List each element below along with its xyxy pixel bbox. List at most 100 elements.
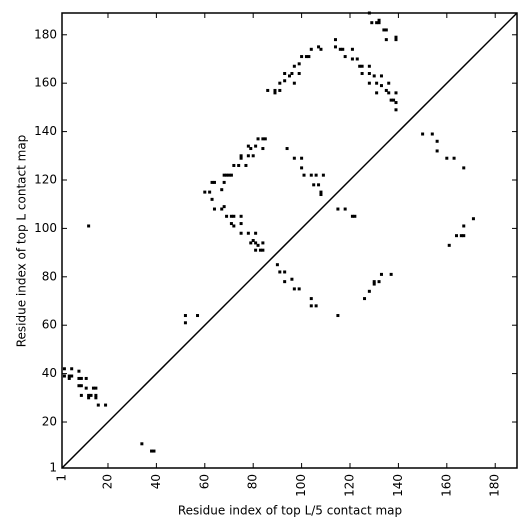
contact-point [375, 81, 379, 85]
contact-point [292, 287, 296, 291]
contact-point [304, 55, 308, 59]
contact-point [87, 224, 91, 228]
contact-point [208, 190, 212, 194]
contact-point [392, 98, 396, 102]
contact-point [445, 156, 449, 160]
contact-point [246, 231, 250, 235]
contact-point [394, 108, 398, 112]
contact-point [367, 64, 371, 68]
contact-point [379, 84, 383, 88]
contact-point [67, 374, 71, 378]
contact-point [360, 72, 364, 76]
contact-point [435, 149, 439, 153]
contact-point [285, 147, 289, 151]
contact-point [377, 280, 381, 284]
contact-point [377, 21, 381, 25]
contact-point [77, 369, 81, 373]
contact-point [297, 62, 301, 66]
contact-point [94, 386, 98, 390]
y-axis-label: Residue index of top L contact map [15, 135, 29, 348]
contact-point [261, 147, 265, 151]
contact-point [225, 173, 229, 177]
contact-point [227, 173, 231, 177]
contact-point [70, 367, 74, 371]
y-tick-label: 160 [34, 76, 57, 90]
contact-point [462, 234, 466, 238]
contact-point [336, 207, 340, 211]
contact-point [91, 386, 95, 390]
x-tick-label: 120 [343, 474, 357, 497]
contact-point [309, 173, 313, 177]
contact-point [367, 81, 371, 85]
contact-point [430, 132, 434, 136]
y-tick-label: 180 [34, 27, 57, 41]
contact-point [275, 263, 279, 267]
contact-point [384, 28, 388, 32]
contact-point [297, 287, 301, 291]
x-tick-label: 100 [294, 474, 308, 497]
contact-point [210, 180, 214, 184]
contact-point [183, 321, 187, 325]
contact-point [94, 396, 98, 400]
contact-point [290, 72, 294, 76]
contact-point [283, 72, 287, 76]
contact-point [62, 367, 66, 371]
contact-point [387, 91, 391, 95]
contact-point [333, 38, 337, 42]
contact-point [319, 190, 323, 194]
contact-point [471, 217, 475, 221]
contact-point [94, 393, 98, 397]
contact-point [150, 449, 154, 453]
x-tick-label: 1 [55, 474, 69, 482]
contact-point [222, 180, 226, 184]
contact-point [77, 384, 81, 388]
contact-point [278, 88, 282, 92]
contact-point [319, 193, 323, 197]
contact-point [261, 137, 265, 141]
contact-point [261, 241, 265, 245]
contact-point [288, 74, 291, 78]
contact-point [394, 101, 398, 105]
contact-point [96, 403, 100, 407]
contact-point [372, 74, 376, 78]
contact-point [343, 207, 347, 211]
contact-point [239, 154, 243, 158]
contact-point [77, 376, 81, 380]
contact-point [309, 304, 313, 308]
diagonal-line [61, 12, 518, 469]
contact-point [239, 231, 243, 235]
plot-frame [61, 12, 518, 469]
contact-point [89, 393, 93, 397]
contact-point [84, 376, 88, 380]
contact-point [447, 243, 451, 247]
contact-point [251, 239, 255, 242]
contact-point [321, 173, 325, 177]
x-tick-label: 40 [149, 474, 163, 489]
contact-point [384, 88, 388, 92]
contact-point [254, 241, 258, 245]
contact-point [379, 74, 383, 78]
contact-point [317, 45, 321, 49]
contact-point [87, 393, 91, 397]
contact-point [394, 38, 398, 42]
contact-point [254, 248, 258, 252]
contact-point [350, 214, 354, 218]
contact-point [261, 248, 265, 252]
contact-point [244, 163, 248, 167]
contact-point [290, 277, 294, 281]
contact-point [343, 55, 347, 59]
contact-point [273, 91, 277, 95]
contact-point [375, 21, 379, 25]
contact-point [283, 270, 287, 274]
contact-point [222, 205, 226, 209]
contact-point [212, 180, 216, 184]
contact-point [67, 376, 71, 380]
contact-point [278, 81, 282, 85]
contact-point [382, 28, 386, 32]
x-tick-label: 80 [246, 474, 260, 489]
contact-point [283, 280, 287, 284]
contact-point [319, 47, 323, 51]
contact-point [229, 222, 233, 226]
y-tick-label: 60 [42, 318, 57, 332]
contact-point [229, 214, 233, 218]
